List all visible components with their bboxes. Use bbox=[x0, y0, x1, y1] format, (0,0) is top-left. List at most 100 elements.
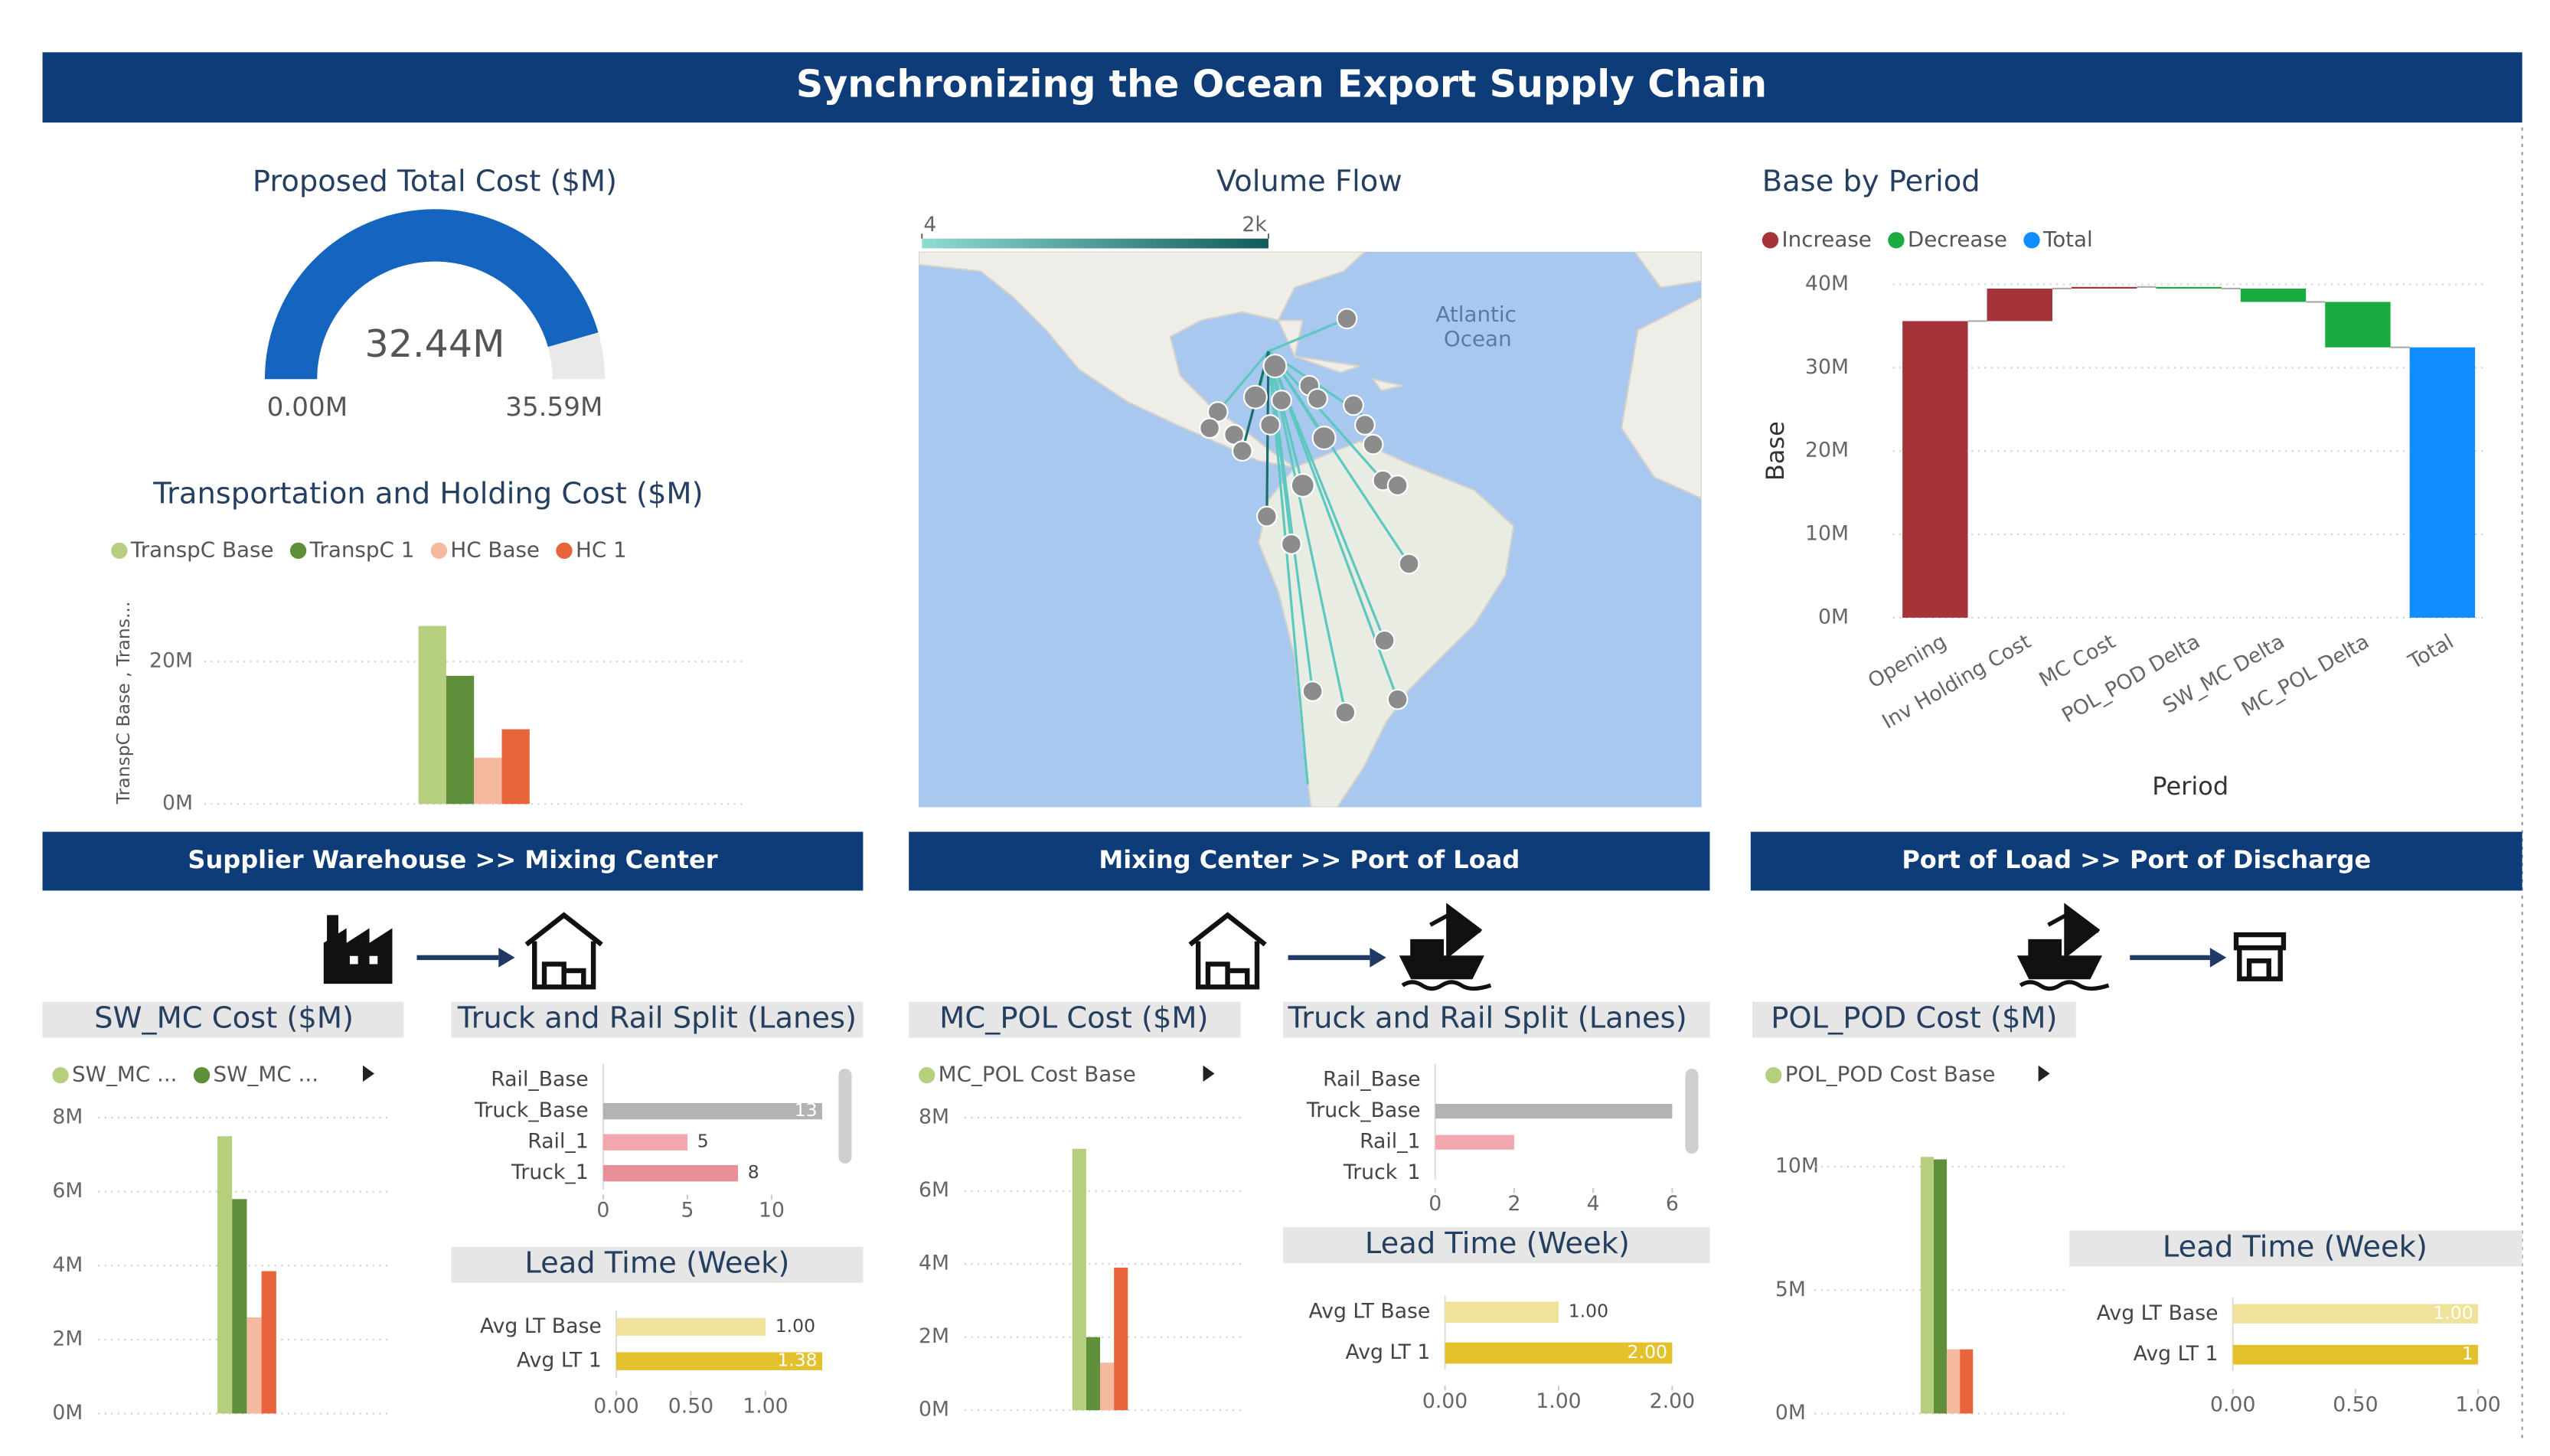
waterfall-bar bbox=[2156, 286, 2222, 289]
legend-scroll-arrow bbox=[363, 1065, 374, 1082]
port-icon bbox=[2016, 903, 2102, 980]
value-label: 1.00 bbox=[1569, 1301, 1608, 1322]
bar bbox=[602, 1102, 823, 1120]
legend-label: SW_MC ... bbox=[72, 1062, 178, 1087]
legend-label: SW_MC ... bbox=[213, 1062, 318, 1087]
map-label: Ocean bbox=[1444, 326, 1512, 351]
panel-title-bg bbox=[451, 1246, 864, 1283]
panel-title: Volume Flow bbox=[1216, 165, 1402, 199]
bar bbox=[1934, 1159, 1948, 1414]
panel-title-bg bbox=[909, 1001, 1241, 1038]
bar bbox=[615, 1352, 823, 1370]
bar bbox=[1947, 1349, 1961, 1414]
x-tick-label: 0.00 bbox=[593, 1394, 638, 1418]
legend-marker bbox=[919, 1066, 935, 1084]
panel-title-bg bbox=[1752, 1001, 2076, 1038]
header-bar bbox=[42, 52, 2522, 123]
legend-label: Decrease bbox=[1908, 227, 2007, 252]
y-tick-label: 8M bbox=[52, 1105, 83, 1129]
dashboard-title: Synchronizing the Ocean Export Supply Ch… bbox=[796, 62, 1767, 106]
legend-label: HC Base bbox=[450, 537, 540, 562]
value-label: 13 bbox=[795, 1099, 818, 1121]
category-label: Avg LT 1 bbox=[2134, 1342, 2219, 1366]
value-label: 1.38 bbox=[777, 1350, 817, 1371]
panel-title-bg bbox=[1283, 1001, 1710, 1038]
flow-points bbox=[1199, 308, 1420, 723]
bar bbox=[1072, 1148, 1086, 1411]
map-label: Atlantic bbox=[1435, 302, 1517, 327]
category-label: Truck_1 bbox=[511, 1161, 589, 1184]
bar bbox=[247, 1317, 262, 1414]
port-icon bbox=[1401, 980, 1492, 991]
value-label: 1 bbox=[2462, 1343, 2473, 1364]
legend-label: Total bbox=[2042, 227, 2093, 252]
panel-title-bg bbox=[2069, 1230, 2522, 1267]
gauge-max-label: 35.59M bbox=[505, 392, 602, 423]
y-tick-label: 6M bbox=[919, 1178, 949, 1202]
bar bbox=[1100, 1363, 1115, 1411]
legend-marker bbox=[193, 1066, 211, 1084]
y-tick-label: 10M bbox=[1805, 522, 1849, 546]
category-label: Avg LT 1 bbox=[517, 1349, 602, 1373]
panel-title: Transportation and Holding Cost ($M) bbox=[152, 476, 703, 511]
x-tick-label: 10 bbox=[759, 1198, 785, 1222]
legend-marker bbox=[1765, 1066, 1782, 1084]
legend-marker bbox=[430, 542, 448, 560]
y-tick-label: 20M bbox=[149, 649, 193, 673]
bar bbox=[232, 1199, 247, 1414]
land bbox=[1277, 319, 1403, 392]
value-label: 1.00 bbox=[2433, 1302, 2473, 1324]
legend-marker bbox=[556, 542, 573, 560]
panel-title: Lead Time (Week) bbox=[524, 1246, 789, 1281]
y-tick-label: 0M bbox=[162, 792, 193, 815]
waterfall-bar bbox=[1987, 288, 2052, 322]
bar bbox=[446, 675, 475, 805]
y-tick-label: 0M bbox=[1775, 1401, 1806, 1425]
bar bbox=[1086, 1337, 1101, 1411]
scale-label: 4 bbox=[923, 213, 936, 237]
x-axis-label: Period bbox=[2152, 772, 2228, 801]
scale-label: 2k bbox=[1242, 213, 1267, 237]
map bbox=[919, 251, 1702, 808]
panel-title: Lead Time (Week) bbox=[2163, 1229, 2428, 1264]
legend-label: POL_POD Cost Base bbox=[1785, 1062, 1996, 1087]
panel-title-bg bbox=[1283, 1227, 1710, 1264]
gauge-value bbox=[264, 209, 599, 380]
value-label: 5 bbox=[697, 1131, 709, 1152]
legend-scroll-arrow bbox=[2038, 1065, 2050, 1082]
x-tick-label: 0.00 bbox=[1422, 1389, 1468, 1413]
x-tick-label: Inv Holding Cost bbox=[1878, 630, 2035, 734]
x-tick-label: 0 bbox=[1428, 1192, 1442, 1216]
bar bbox=[418, 625, 446, 805]
category-label: Avg LT 1 bbox=[1346, 1340, 1431, 1364]
x-tick-label: 2 bbox=[1507, 1192, 1520, 1216]
x-tick-label: 1.00 bbox=[1536, 1389, 1581, 1413]
panel-title: Base by Period bbox=[1762, 165, 1980, 199]
y-tick-label: 2M bbox=[52, 1327, 83, 1350]
gauge-min-label: 0.00M bbox=[267, 392, 348, 423]
panel-title: SW_MC Cost ($M) bbox=[94, 1001, 354, 1036]
clipped-chart: Rail_Base Truck_Base Rail_1 Truck_1 bbox=[1306, 1063, 1673, 1180]
panel-title: POL_POD Cost ($M) bbox=[1771, 1001, 2057, 1036]
arrow-head bbox=[1370, 948, 1386, 968]
y-tick-label: 0M bbox=[52, 1401, 83, 1425]
bar bbox=[2232, 1344, 2479, 1365]
warehouse-icon bbox=[524, 912, 603, 990]
section-title: Supplier Warehouse >> Mixing Center bbox=[188, 845, 717, 874]
x-tick-label: 0.50 bbox=[668, 1394, 713, 1418]
y-tick-label: 0M bbox=[1818, 605, 1849, 628]
category-label: Rail_1 bbox=[1360, 1130, 1420, 1154]
y-axis-label: Base bbox=[1761, 421, 1790, 481]
waterfall-bar bbox=[2240, 288, 2307, 302]
x-tick-label: 0.50 bbox=[2333, 1392, 2378, 1416]
port-icon bbox=[1399, 903, 1484, 980]
x-tick-label: 5 bbox=[681, 1198, 694, 1222]
bar bbox=[2232, 1304, 2479, 1324]
panel-title-bg bbox=[42, 1001, 404, 1038]
bar bbox=[1445, 1301, 1559, 1324]
y-tick-label: 5M bbox=[1775, 1278, 1806, 1301]
section-bar bbox=[42, 831, 864, 891]
category-label: Rail_Base bbox=[491, 1068, 588, 1092]
waterfall-bar bbox=[2325, 302, 2391, 348]
